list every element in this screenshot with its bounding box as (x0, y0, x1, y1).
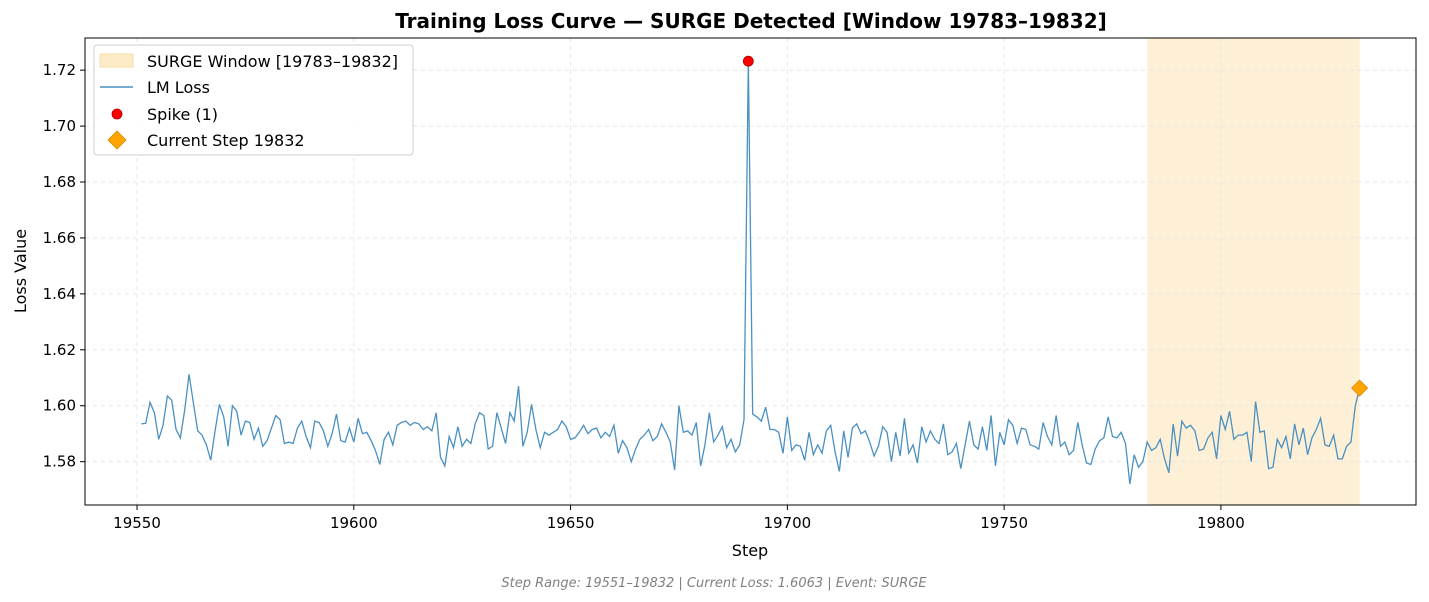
x-tick-label: 19650 (547, 514, 595, 532)
x-axis-label: Step (732, 541, 768, 560)
legend-spike-label: Spike (1) (147, 105, 218, 124)
y-tick-label: 1.66 (43, 229, 76, 247)
lm-loss-line (141, 61, 1361, 485)
legend-spike-swatch (111, 108, 123, 120)
y-axis-label: Loss Value (11, 229, 30, 313)
legend-current-label: Current Step 19832 (147, 131, 305, 150)
y-tick-label: 1.58 (43, 453, 76, 471)
legend-surge-label: SURGE Window [19783–19832] (147, 52, 398, 71)
current-step-marker (1351, 379, 1369, 397)
legend-surge-swatch (99, 53, 134, 68)
plot-area (84, 37, 1417, 506)
legend-box (93, 44, 414, 156)
legend-lm-loss-label: LM Loss (147, 78, 210, 97)
y-tick-label: 1.64 (43, 285, 76, 303)
legend-current-swatch (107, 130, 127, 150)
legend: SURGE Window [19783–19832] LM Loss Spike… (93, 44, 414, 156)
x-tick-label: 19550 (113, 514, 161, 532)
footer-caption: Step Range: 19551–19832 | Current Loss: … (501, 576, 927, 591)
spike-marker (742, 55, 754, 67)
x-tick-label: 19600 (330, 514, 378, 532)
x-tick-label: 19800 (1197, 514, 1245, 532)
y-tick-label: 1.60 (43, 397, 76, 415)
x-tick-label: 19750 (980, 514, 1028, 532)
y-tick-label: 1.62 (43, 341, 76, 359)
y-axis-ticks: 1.58 1.60 1.62 1.64 1.66 1.68 1.70 1.72 (43, 61, 85, 471)
x-axis-ticks: 19550 19600 19650 19700 19750 19800 (113, 505, 1245, 532)
x-tick-label: 19700 (763, 514, 811, 532)
chart-title: Training Loss Curve — SURGE Detected [Wi… (395, 9, 1107, 33)
y-tick-label: 1.70 (43, 117, 76, 135)
plot-frame (84, 37, 1417, 506)
y-tick-label: 1.68 (43, 173, 76, 191)
y-tick-label: 1.72 (43, 61, 76, 79)
